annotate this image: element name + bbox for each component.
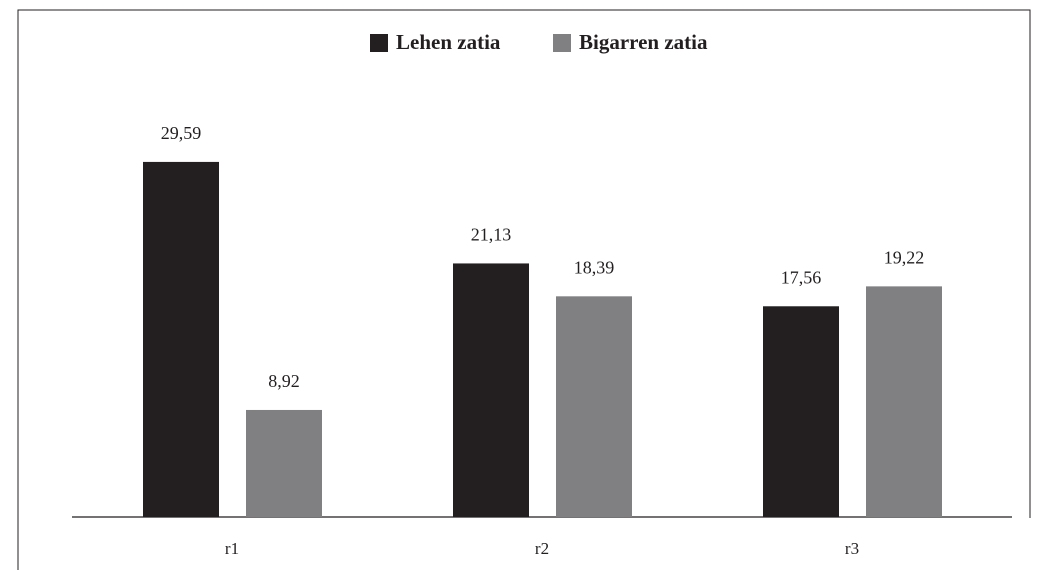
x-tick-label: r1 — [225, 539, 239, 558]
x-tick-label: r2 — [535, 539, 549, 558]
value-label: 18,39 — [574, 257, 615, 277]
bar — [143, 161, 219, 518]
value-label: 17,56 — [781, 267, 822, 287]
value-label: 21,13 — [471, 225, 512, 245]
legend-swatch — [370, 34, 388, 52]
bar — [556, 296, 632, 517]
value-label: 19,22 — [884, 247, 925, 267]
value-label: 8,92 — [268, 371, 300, 391]
bar — [763, 306, 839, 517]
legend-label: Lehen zatia — [396, 30, 501, 54]
bar — [866, 286, 942, 517]
x-tick-label: r3 — [845, 539, 859, 558]
legend-label: Bigarren zatia — [579, 30, 708, 54]
bar — [246, 409, 322, 517]
value-label: 29,59 — [161, 123, 202, 143]
legend-swatch — [553, 34, 571, 52]
frame — [17, 9, 1031, 570]
bar — [453, 263, 529, 517]
